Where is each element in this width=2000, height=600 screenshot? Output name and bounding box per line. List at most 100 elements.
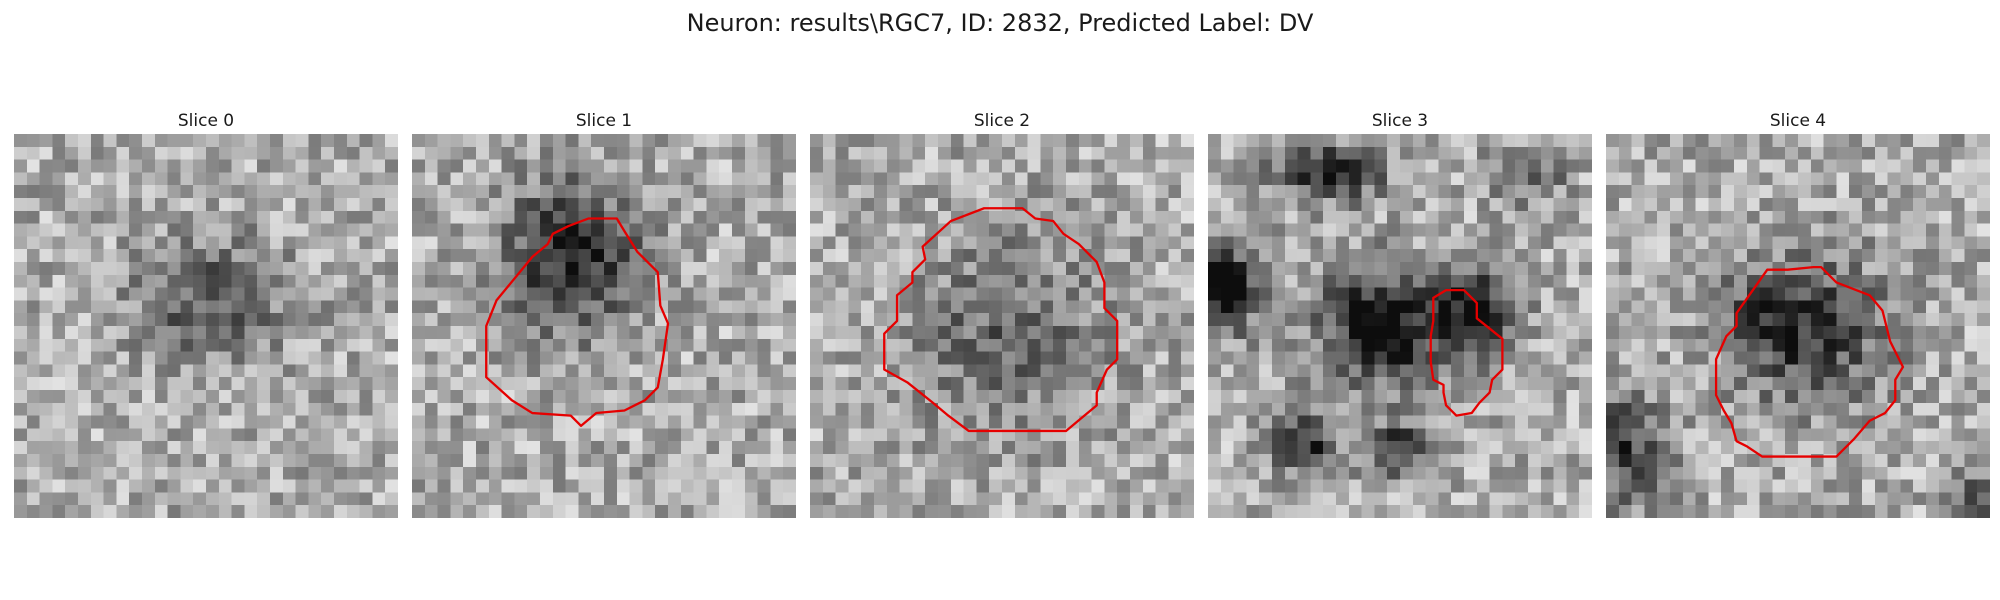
pixel xyxy=(1759,249,1773,263)
pixel xyxy=(103,402,117,416)
pixel xyxy=(1810,287,1824,301)
pixel xyxy=(1670,492,1684,506)
pixel xyxy=(385,351,398,365)
pixel xyxy=(463,377,477,391)
pixel xyxy=(861,287,875,301)
pixel xyxy=(180,326,194,340)
pixel xyxy=(103,287,117,301)
pixel xyxy=(527,274,541,288)
pixel xyxy=(1246,505,1260,518)
pixel xyxy=(1361,223,1375,237)
pixel xyxy=(180,172,194,186)
pixel xyxy=(963,274,977,288)
pixel xyxy=(1900,479,1914,493)
pixel xyxy=(359,402,373,416)
pixel xyxy=(244,364,258,378)
pixel xyxy=(848,198,862,212)
pixel xyxy=(1951,428,1965,442)
pixel xyxy=(1104,326,1118,340)
pixel xyxy=(976,415,990,429)
pixel xyxy=(1515,492,1529,506)
pixel xyxy=(604,390,618,404)
pixel xyxy=(116,249,130,263)
pixel xyxy=(1078,390,1092,404)
pixel xyxy=(1155,172,1169,186)
pixel xyxy=(1862,185,1876,199)
pixel xyxy=(989,210,1003,224)
pixel xyxy=(1400,415,1414,429)
pixel xyxy=(1310,172,1324,186)
pixel xyxy=(1476,159,1490,173)
pixel xyxy=(1002,249,1016,263)
pixel xyxy=(1746,300,1760,314)
pixel xyxy=(1014,454,1028,468)
pixel xyxy=(1631,415,1645,429)
pixel xyxy=(295,441,309,455)
pixel xyxy=(1528,505,1542,518)
pixel xyxy=(1721,287,1735,301)
pixel xyxy=(78,338,92,352)
pixel xyxy=(1759,159,1773,173)
pixel xyxy=(848,390,862,404)
pixel xyxy=(732,326,746,340)
pixel xyxy=(1142,338,1156,352)
pixel xyxy=(1759,300,1773,314)
pixel xyxy=(412,300,426,314)
pixel xyxy=(1233,249,1247,263)
pixel xyxy=(706,198,720,212)
pixel xyxy=(488,274,502,288)
pixel xyxy=(1425,415,1439,429)
pixel xyxy=(1438,377,1452,391)
pixel xyxy=(26,505,40,518)
pixel xyxy=(257,441,271,455)
pixel xyxy=(770,198,784,212)
pixel xyxy=(616,505,630,518)
pixel xyxy=(604,415,618,429)
pixel xyxy=(616,479,630,493)
pixel xyxy=(1964,300,1978,314)
pixel xyxy=(950,223,964,237)
pixel xyxy=(578,441,592,455)
pixel xyxy=(604,338,618,352)
pixel xyxy=(1977,338,1990,352)
pixel xyxy=(540,479,554,493)
pixel xyxy=(142,454,156,468)
pixel xyxy=(629,134,643,148)
pixel xyxy=(167,146,181,160)
pixel xyxy=(565,338,579,352)
pixel xyxy=(1117,172,1131,186)
pixel xyxy=(693,300,707,314)
pixel xyxy=(1670,300,1684,314)
pixel xyxy=(1553,479,1567,493)
pixel xyxy=(1810,198,1824,212)
pixel xyxy=(78,236,92,250)
pixel xyxy=(874,185,888,199)
pixel xyxy=(655,223,669,237)
pixel xyxy=(1142,223,1156,237)
pixel xyxy=(552,338,566,352)
pixel xyxy=(1464,377,1478,391)
pixel xyxy=(1400,159,1414,173)
pixel xyxy=(334,415,348,429)
pixel xyxy=(770,402,784,416)
pixel xyxy=(90,159,104,173)
pixel xyxy=(835,274,849,288)
pixel xyxy=(257,185,271,199)
pixel xyxy=(1181,402,1194,416)
pixel xyxy=(90,466,104,480)
pixel xyxy=(1181,326,1194,340)
pixel xyxy=(385,415,398,429)
pixel xyxy=(950,492,964,506)
pixel xyxy=(1772,249,1786,263)
pixel xyxy=(1798,146,1812,160)
pixel xyxy=(1464,338,1478,352)
pixel xyxy=(527,236,541,250)
pixel xyxy=(1887,274,1901,288)
pixel xyxy=(1374,223,1388,237)
pixel xyxy=(1502,262,1516,276)
pixel xyxy=(1913,172,1927,186)
pixel xyxy=(308,236,322,250)
pixel xyxy=(257,415,271,429)
pixel xyxy=(1670,441,1684,455)
pixel xyxy=(154,454,168,468)
